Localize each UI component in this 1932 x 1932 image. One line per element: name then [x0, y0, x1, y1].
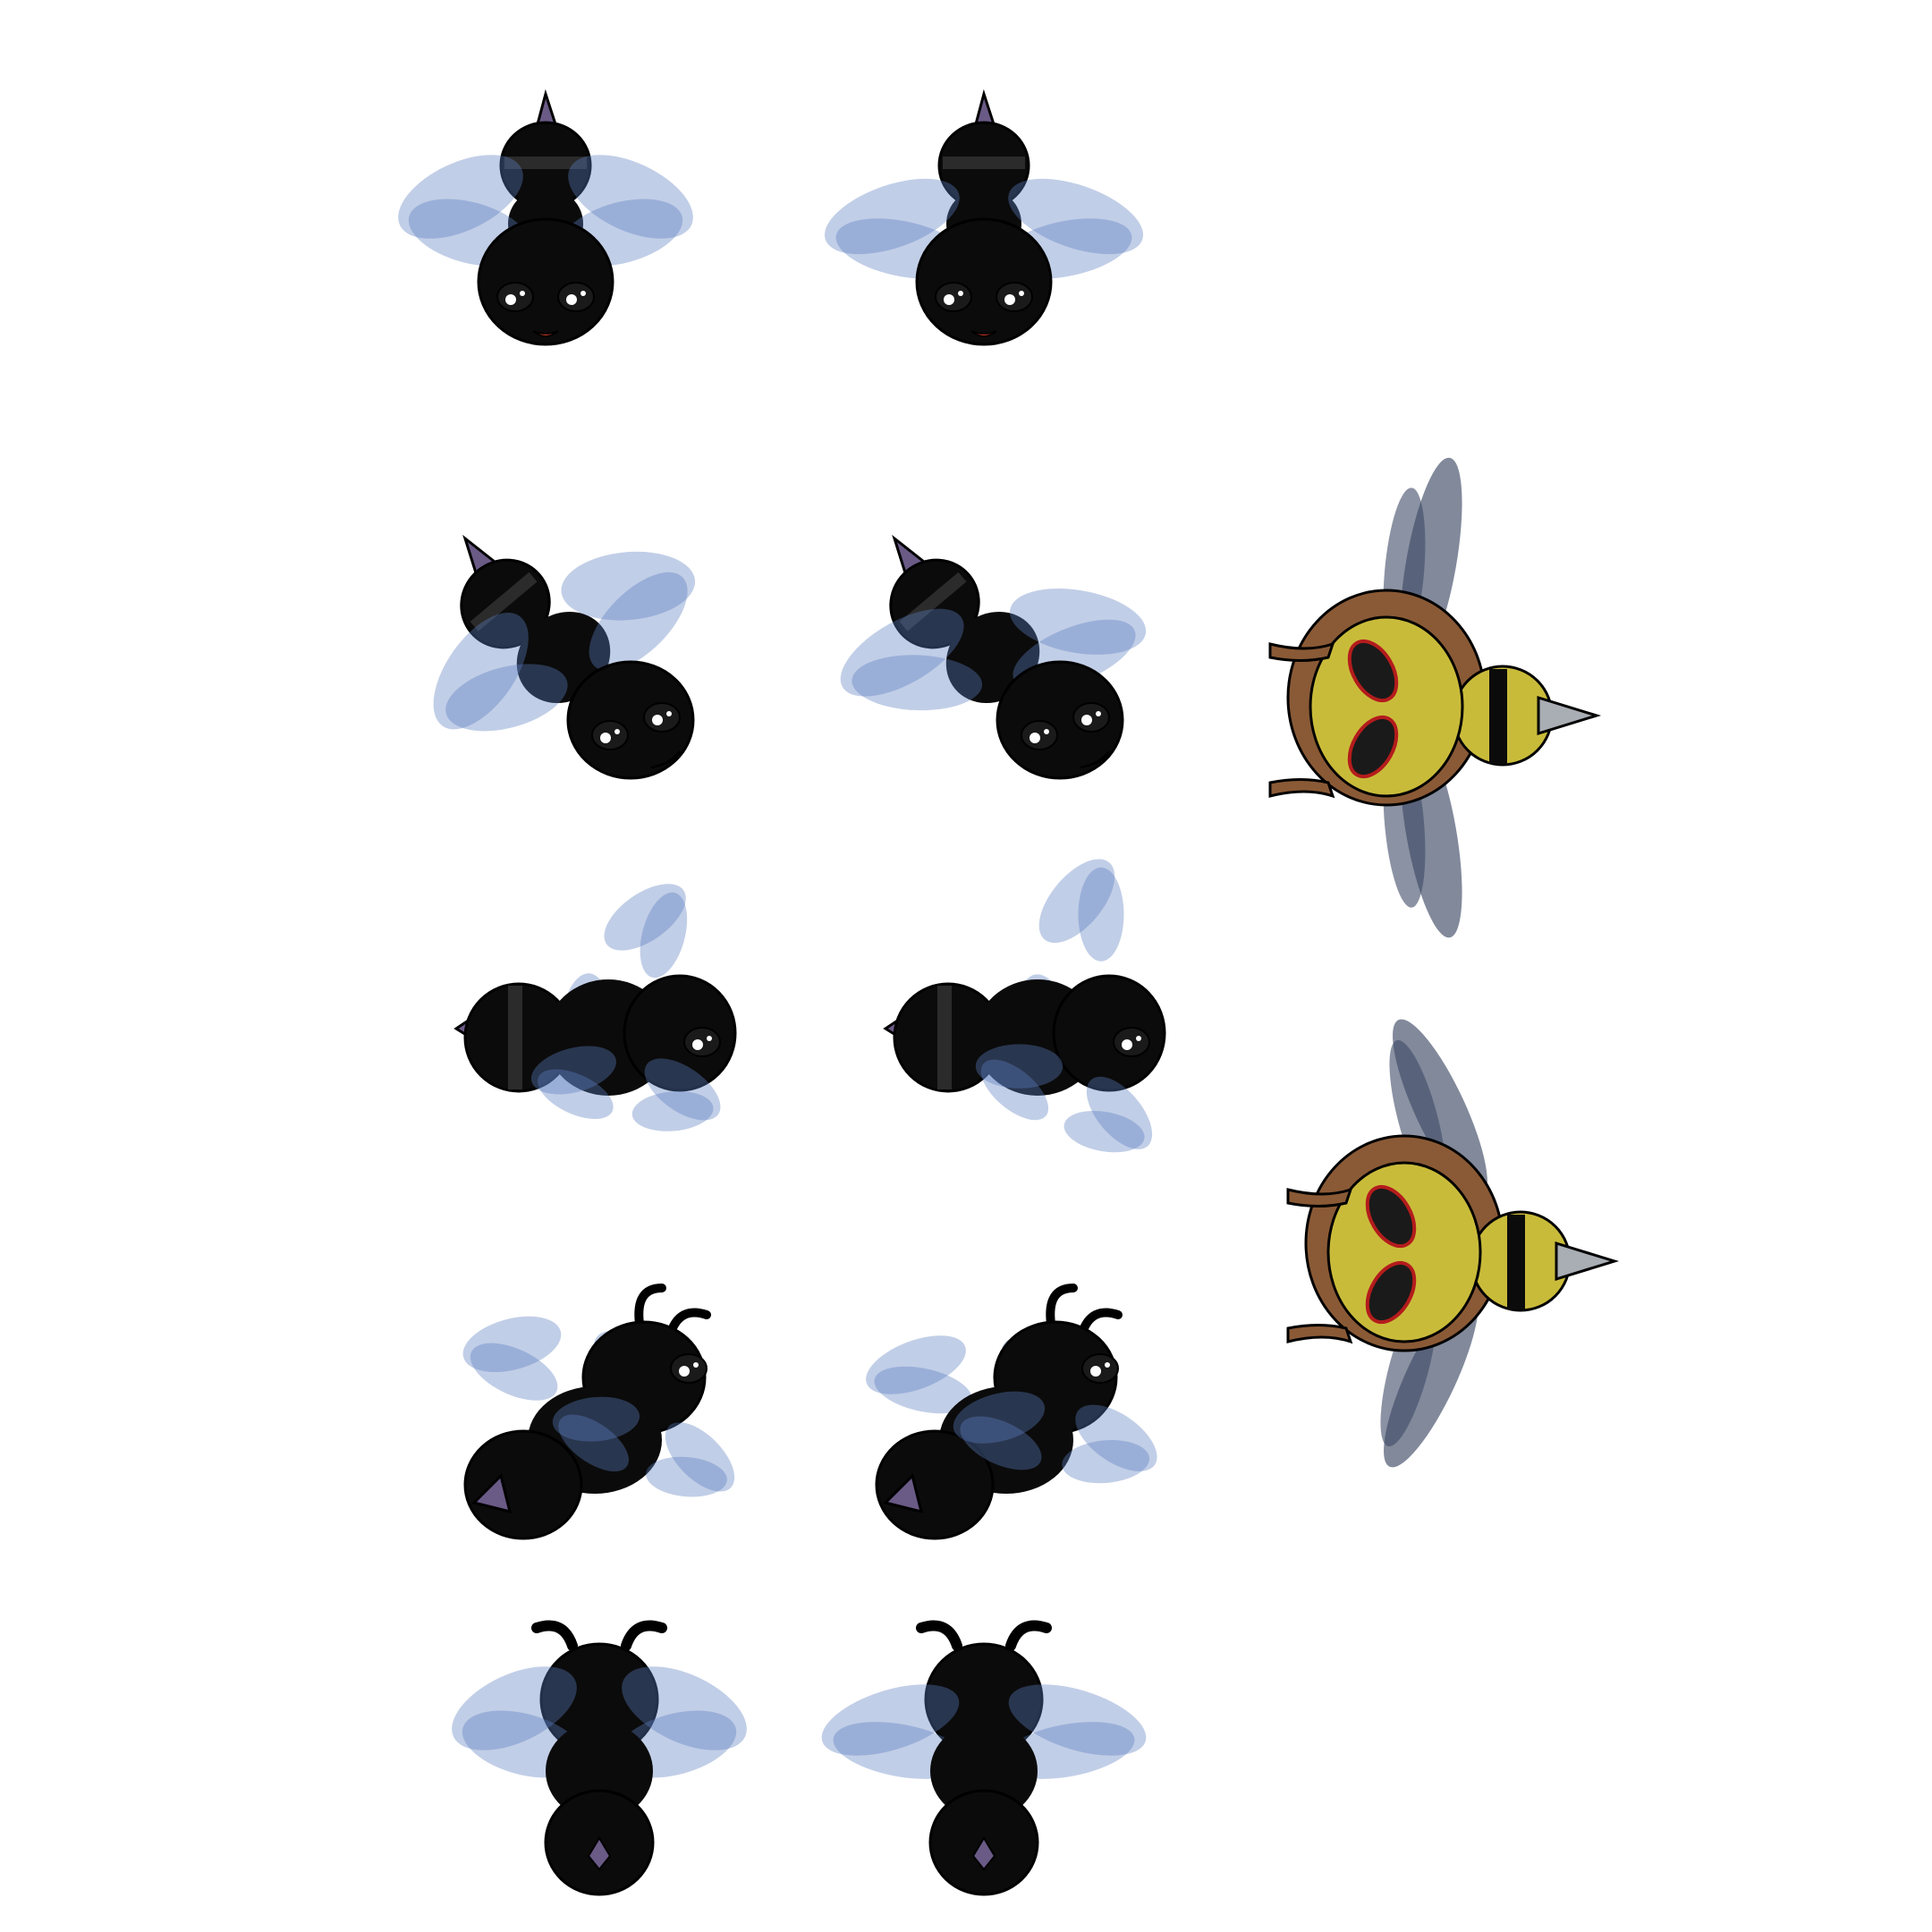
black-bee-three-quarter-front-frame-1 — [386, 496, 760, 823]
black-bee-side-frame-1 — [411, 851, 769, 1181]
black-bee-three-quarter-back-frame-2 — [841, 1252, 1199, 1556]
drill-bee-frame-2 — [1234, 1011, 1620, 1476]
drill-bee-frame-1 — [1216, 447, 1602, 948]
black-bee-front-frame-2 — [805, 72, 1163, 411]
black-bee-three-quarter-front-frame-2 — [815, 519, 1190, 823]
black-bee-three-quarter-back-frame-1 — [429, 1252, 787, 1556]
black-bee-back-frame-1 — [420, 1592, 778, 1914]
black-bee-side-frame-2 — [841, 835, 1199, 1182]
black-bee-back-frame-2 — [805, 1592, 1163, 1914]
black-bee-front-frame-1 — [367, 72, 724, 411]
